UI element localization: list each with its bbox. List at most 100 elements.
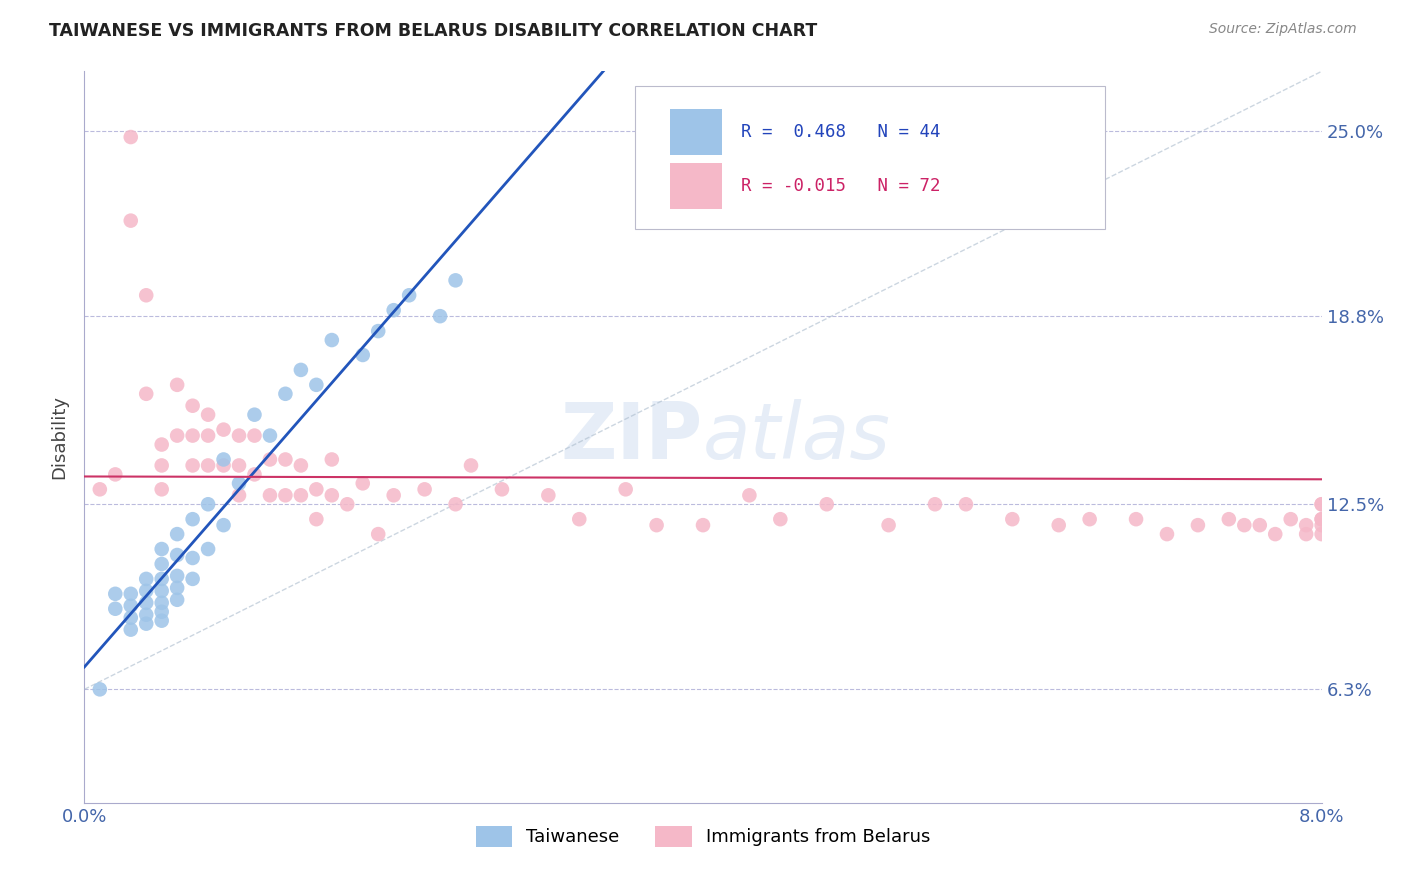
Point <box>1264 527 1286 541</box>
Point <box>135 386 157 401</box>
Point <box>120 610 142 624</box>
Point <box>212 423 235 437</box>
Point <box>120 623 142 637</box>
Point <box>1047 518 1070 533</box>
Point <box>1125 512 1147 526</box>
Point <box>336 497 359 511</box>
Point <box>150 614 173 628</box>
Point <box>197 497 219 511</box>
Point <box>444 497 467 511</box>
Point <box>104 467 127 482</box>
Point <box>150 437 173 451</box>
Point <box>367 324 389 338</box>
Point <box>150 483 173 497</box>
Point <box>166 377 188 392</box>
Point <box>228 476 250 491</box>
Point <box>243 408 266 422</box>
Text: TAIWANESE VS IMMIGRANTS FROM BELARUS DISABILITY CORRELATION CHART: TAIWANESE VS IMMIGRANTS FROM BELARUS DIS… <box>49 22 817 40</box>
Point <box>135 596 157 610</box>
Point <box>305 377 328 392</box>
Point <box>150 458 173 473</box>
Point <box>1295 527 1317 541</box>
Point <box>614 483 637 497</box>
Point <box>769 512 792 526</box>
Point <box>305 483 328 497</box>
Point <box>120 130 142 145</box>
Point <box>692 518 714 533</box>
Point <box>166 548 188 562</box>
Point <box>135 572 157 586</box>
Point <box>460 458 482 473</box>
Point <box>305 512 328 526</box>
Point <box>491 483 513 497</box>
Point <box>1218 512 1240 526</box>
Text: R = -0.015   N = 72: R = -0.015 N = 72 <box>741 177 941 194</box>
Point <box>212 518 235 533</box>
Point <box>228 488 250 502</box>
Point <box>321 333 343 347</box>
Point <box>444 273 467 287</box>
Point <box>228 458 250 473</box>
Point <box>120 599 142 613</box>
Point <box>352 348 374 362</box>
Point <box>290 488 312 502</box>
Point <box>413 483 436 497</box>
Point <box>89 682 111 697</box>
Point <box>382 303 405 318</box>
Text: Source: ZipAtlas.com: Source: ZipAtlas.com <box>1209 22 1357 37</box>
Point <box>1233 518 1256 533</box>
Point <box>135 616 157 631</box>
Point <box>243 467 266 482</box>
Point <box>259 452 281 467</box>
Point <box>1156 527 1178 541</box>
Point <box>120 213 142 227</box>
Point <box>166 581 188 595</box>
Point <box>197 408 219 422</box>
Point <box>352 476 374 491</box>
Point <box>135 583 157 598</box>
Point <box>738 488 761 502</box>
Point <box>197 542 219 557</box>
Point <box>274 488 297 502</box>
Point <box>367 527 389 541</box>
Point <box>321 488 343 502</box>
FancyBboxPatch shape <box>636 86 1105 228</box>
Point <box>568 512 591 526</box>
Point <box>181 399 204 413</box>
Point <box>166 428 188 442</box>
Point <box>645 518 668 533</box>
Point <box>382 488 405 502</box>
Point <box>1310 518 1333 533</box>
Point <box>259 428 281 442</box>
Point <box>1310 497 1333 511</box>
Point <box>815 497 838 511</box>
Point <box>166 569 188 583</box>
Point <box>1295 518 1317 533</box>
Point <box>243 428 266 442</box>
Point <box>181 572 204 586</box>
Text: atlas: atlas <box>703 399 891 475</box>
Point <box>1078 512 1101 526</box>
Point <box>120 587 142 601</box>
Point <box>150 542 173 557</box>
Point <box>181 512 204 526</box>
Point <box>150 583 173 598</box>
Point <box>398 288 420 302</box>
Point <box>290 363 312 377</box>
Point <box>150 557 173 571</box>
Point <box>1310 527 1333 541</box>
Point <box>924 497 946 511</box>
Point <box>104 601 127 615</box>
Point <box>537 488 560 502</box>
Point <box>1310 512 1333 526</box>
Text: R =  0.468   N = 44: R = 0.468 N = 44 <box>741 123 941 141</box>
Point <box>150 605 173 619</box>
Point <box>259 488 281 502</box>
Point <box>135 288 157 302</box>
FancyBboxPatch shape <box>669 163 721 209</box>
Legend: Taiwanese, Immigrants from Belarus: Taiwanese, Immigrants from Belarus <box>467 817 939 856</box>
Point <box>429 309 451 323</box>
Point <box>166 592 188 607</box>
Point <box>228 428 250 442</box>
Point <box>197 428 219 442</box>
